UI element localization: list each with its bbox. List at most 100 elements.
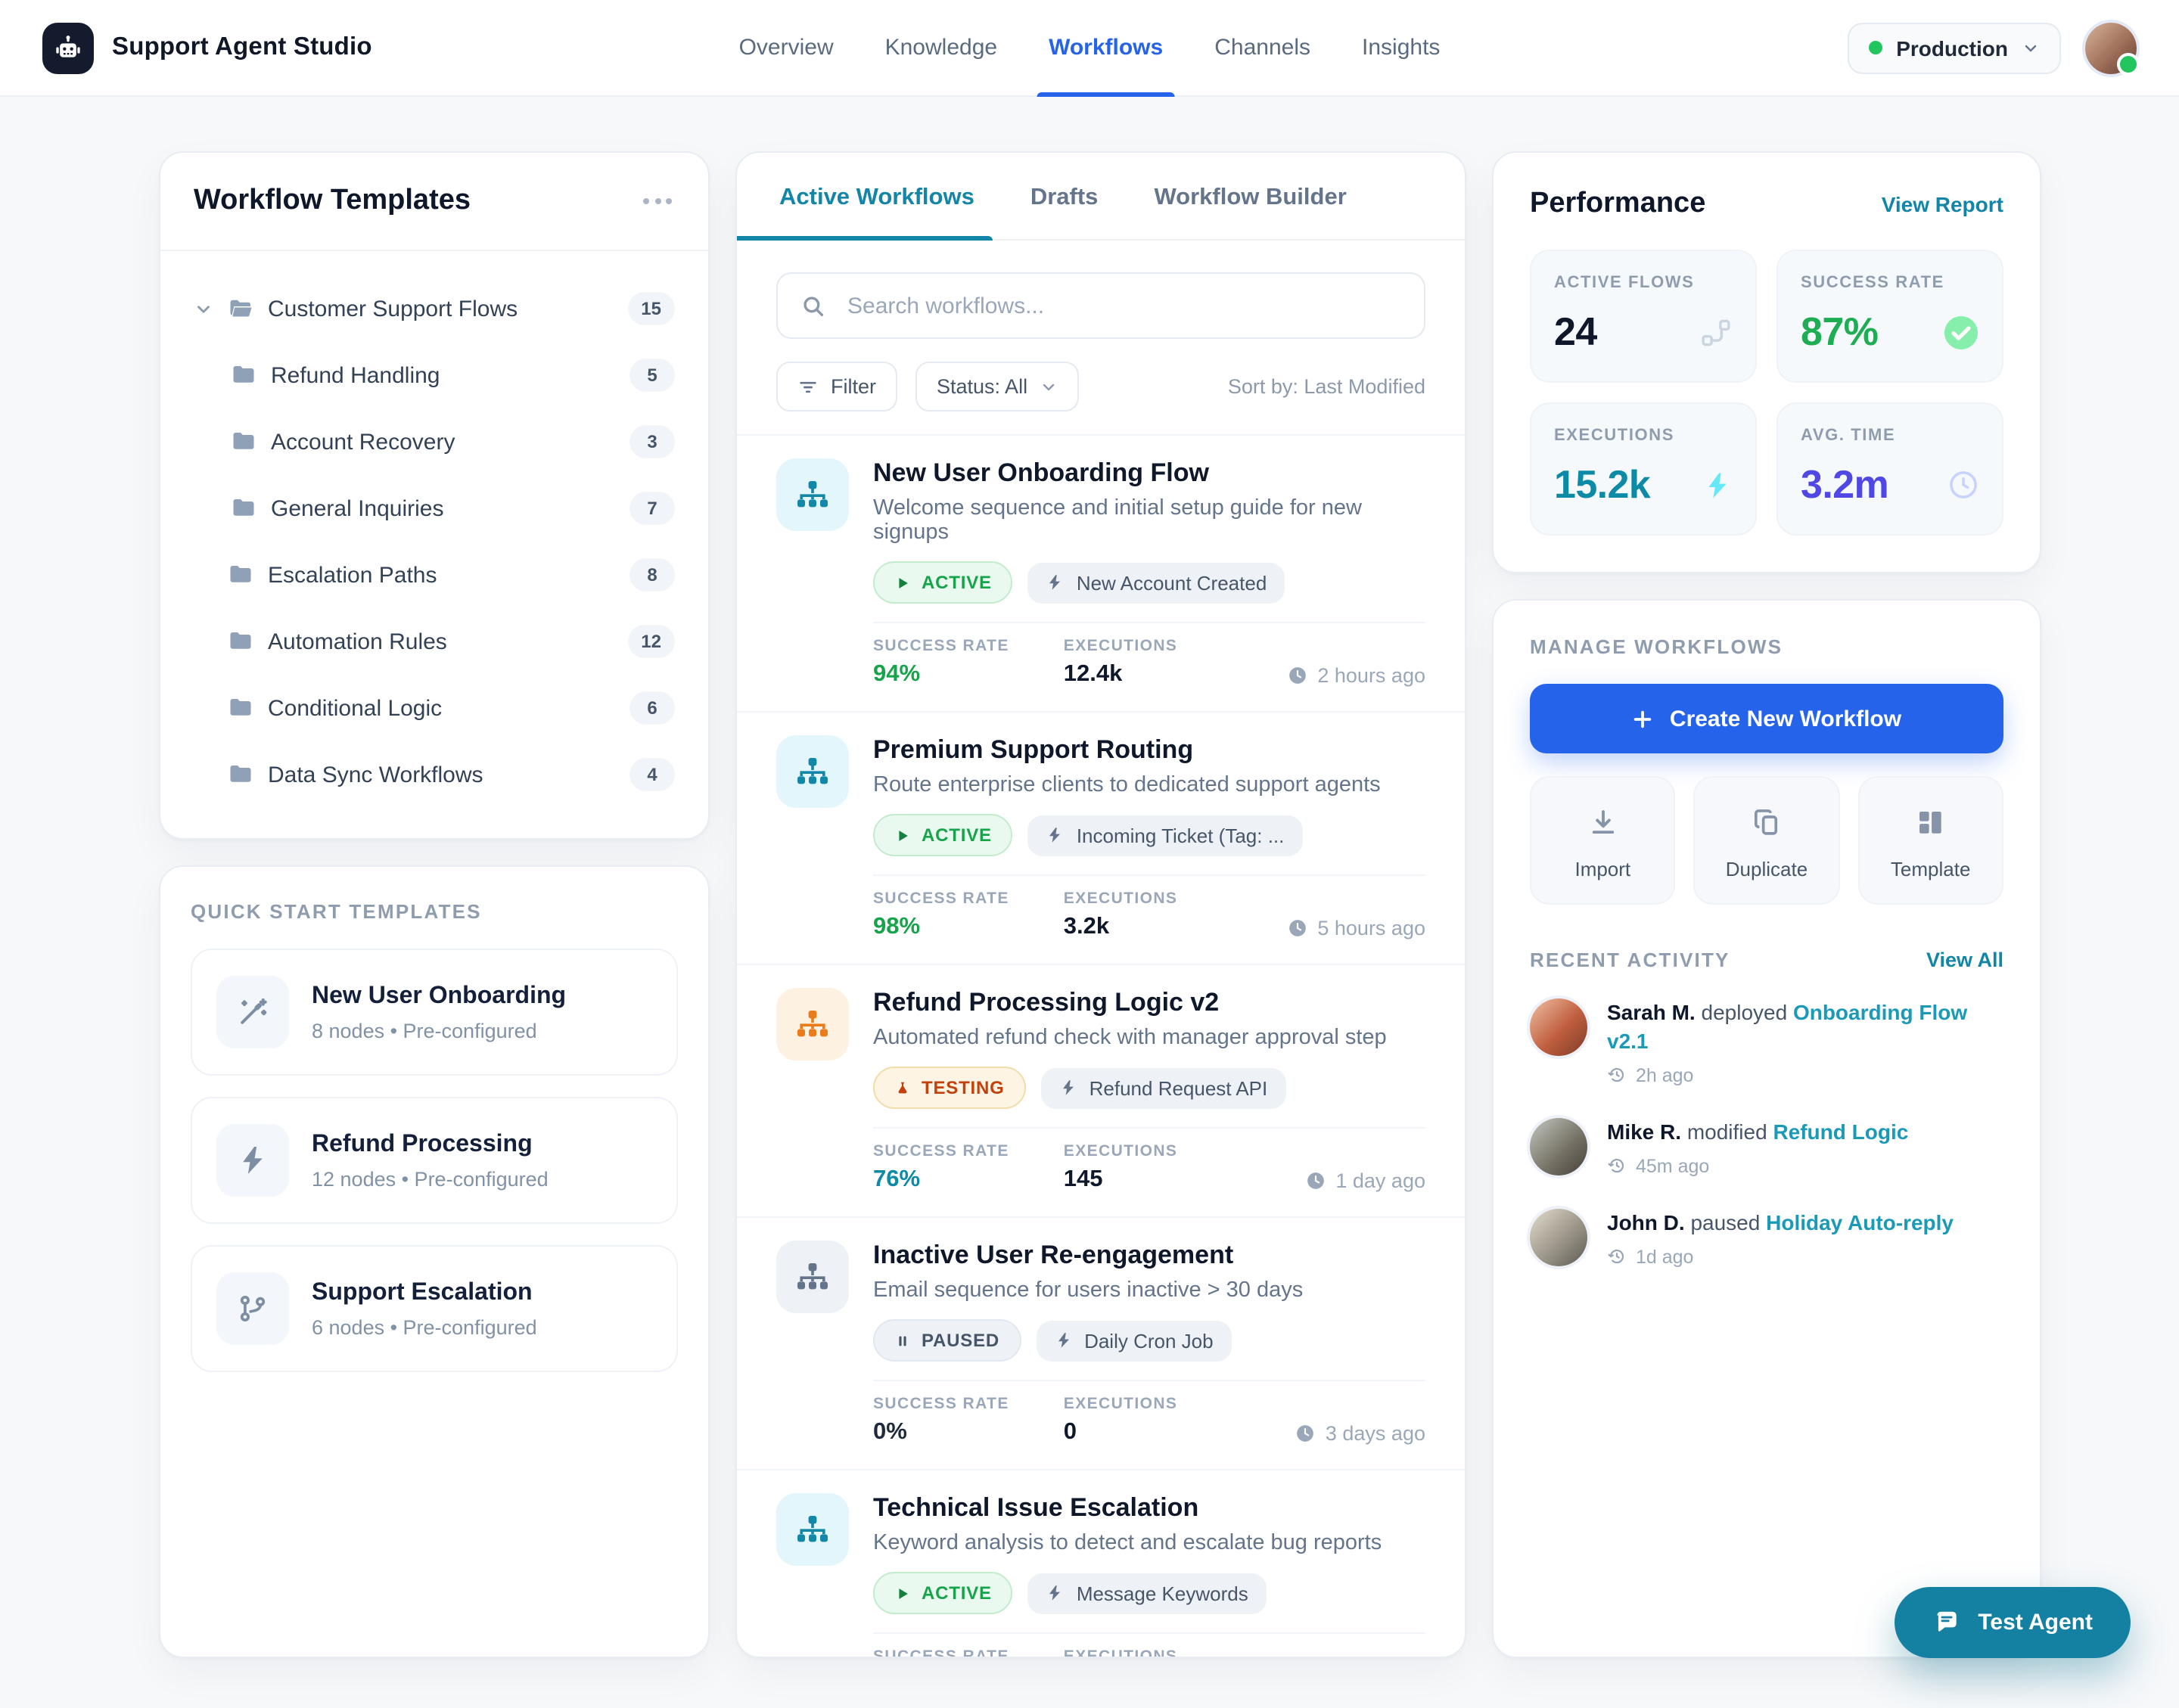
- nav-item-knowledge[interactable]: Knowledge: [884, 35, 998, 61]
- success-rate-label: SUCCESS RATE: [873, 890, 1009, 908]
- bolt-icon: [1708, 472, 1727, 498]
- environment-status-dot: [1869, 41, 1883, 54]
- quick-template-title: New User Onboarding: [312, 983, 567, 1008]
- more-menu-icon[interactable]: [640, 192, 675, 210]
- duplicate-button[interactable]: Duplicate: [1693, 776, 1840, 905]
- bolt-icon: [216, 1124, 289, 1197]
- chevron-down-icon: [2025, 44, 2037, 51]
- last-updated: 3 days ago: [1295, 1422, 1425, 1446]
- tree-item-customer-support-flows[interactable]: Customer Support Flows 15: [182, 275, 687, 342]
- trigger-badge: Refund Request API: [1040, 1067, 1286, 1108]
- quick-template-new-user-onboarding[interactable]: New User Onboarding 8 nodes • Pre-config…: [191, 949, 678, 1076]
- workflow-description: Automated refund check with manager appr…: [873, 1026, 1387, 1050]
- nav-item-overview[interactable]: Overview: [738, 35, 834, 61]
- stat-tile-avg-time: AVG. TIME 3.2m: [1776, 402, 2003, 536]
- environment-selector[interactable]: Production: [1848, 22, 2061, 73]
- tree-item-conditional-logic[interactable]: Conditional Logic 6: [182, 675, 687, 741]
- activity-target-link[interactable]: Onboarding Flow v2.1: [1607, 1000, 1968, 1053]
- workflows-tabs: Active Workflows Drafts Workflow Builder: [737, 153, 1465, 241]
- workflows-toolbar: Filter Status: All Sort by: Last Modifie…: [737, 241, 1465, 434]
- activity-item: Mike R. modified Refund Logic 45m ago: [1530, 1117, 2003, 1176]
- tree-item-label: Data Sync Workflows: [268, 762, 483, 787]
- tree-item-escalation-paths[interactable]: Escalation Paths 8: [182, 542, 687, 608]
- filter-label: Filter: [831, 375, 876, 398]
- tree-item-account-recovery[interactable]: Account Recovery 3: [218, 408, 687, 475]
- user-avatar[interactable]: [2085, 22, 2140, 75]
- quick-template-support-escalation[interactable]: Support Escalation 6 nodes • Pre-configu…: [191, 1245, 678, 1372]
- success-rate-label: SUCCESS RATE: [873, 1142, 1009, 1160]
- executions-value: 0: [1063, 1419, 1077, 1445]
- tree-item-label: Customer Support Flows: [268, 296, 518, 321]
- tree-item-automation-rules[interactable]: Automation Rules 12: [182, 608, 687, 675]
- tab-workflow-builder[interactable]: Workflow Builder: [1154, 185, 1347, 210]
- sort-by-control[interactable]: Sort by: Last Modified: [1227, 375, 1425, 398]
- tree-item-label: Refund Handling: [271, 362, 440, 388]
- workflow-row-refund-processing-logic-v2[interactable]: Refund Processing Logic v2 Automated ref…: [737, 964, 1465, 1216]
- nav-item-insights[interactable]: Insights: [1362, 35, 1441, 61]
- folder-icon: [227, 694, 254, 722]
- template-button[interactable]: Template: [1857, 776, 2003, 905]
- activity-target-link[interactable]: Refund Logic: [1773, 1119, 1909, 1144]
- search-input[interactable]: [844, 291, 1401, 320]
- success-rate-value: 76%: [873, 1166, 921, 1192]
- status-label: TESTING: [922, 1077, 1005, 1098]
- search-box: [776, 272, 1425, 339]
- main-content: Workflow Templates Customer Support Flow…: [0, 97, 2179, 1658]
- history-icon: [1608, 1250, 1624, 1264]
- quick-template-refund-processing[interactable]: Refund Processing 12 nodes • Pre-configu…: [191, 1097, 678, 1224]
- success-rate-label: SUCCESS RATE: [873, 1395, 1009, 1413]
- activity-user: Mike R.: [1607, 1119, 1682, 1144]
- play-icon: [894, 574, 911, 591]
- tree-item-label: General Inquiries: [271, 495, 444, 521]
- nav-item-channels[interactable]: Channels: [1214, 35, 1311, 61]
- activity-target-link[interactable]: Holiday Auto-reply: [1766, 1210, 1954, 1234]
- workflow-title: Refund Processing Logic v2: [873, 988, 1220, 1017]
- workflow-title: Inactive User Re-engagement: [873, 1241, 1234, 1269]
- view-report-link[interactable]: View Report: [1881, 192, 2003, 216]
- tree-item-refund-handling[interactable]: Refund Handling 5: [218, 342, 687, 408]
- stat-label: AVG. TIME: [1801, 427, 1896, 445]
- activity-user: Sarah M.: [1607, 1000, 1696, 1024]
- activity-action: paused: [1690, 1210, 1761, 1234]
- view-all-link[interactable]: View All: [1926, 949, 2003, 971]
- workflow-row-premium-support-routing[interactable]: Premium Support Routing Route enterprise…: [737, 711, 1465, 964]
- tree-item-label: Account Recovery: [271, 429, 455, 455]
- folder-icon: [227, 628, 254, 655]
- recent-activity-title: RECENT ACTIVITY: [1530, 949, 1730, 971]
- create-new-workflow-button[interactable]: Create New Workflow: [1530, 684, 2003, 753]
- success-rate-value: 98%: [873, 914, 921, 939]
- tab-active-workflows[interactable]: Active Workflows: [737, 153, 993, 241]
- quick-template-meta: 12 nodes • Pre-configured: [312, 1167, 549, 1190]
- test-agent-button[interactable]: Test Agent: [1895, 1587, 2131, 1658]
- tab-drafts[interactable]: Drafts: [1030, 185, 1099, 210]
- tree-item-label: Escalation Paths: [268, 562, 437, 588]
- trigger-label: New Account Created: [1076, 571, 1267, 594]
- workflow-row-inactive-user-re-engagement[interactable]: Inactive User Re-engagement Email sequen…: [737, 1216, 1465, 1469]
- import-button[interactable]: Import: [1530, 776, 1676, 905]
- status-badge: ACTIVE: [873, 561, 1013, 604]
- filter-button[interactable]: Filter: [776, 362, 897, 411]
- trigger-label: Incoming Ticket (Tag: ...: [1076, 824, 1285, 846]
- trigger-badge: Daily Cron Job: [1036, 1320, 1232, 1361]
- last-updated: 5 hours ago: [1287, 917, 1425, 941]
- search-icon: [804, 296, 824, 316]
- status-dropdown[interactable]: Status: All: [915, 362, 1080, 411]
- online-status-dot: [2117, 52, 2140, 75]
- workflow-row-technical-issue-escalation[interactable]: Technical Issue Escalation Keyword analy…: [737, 1469, 1465, 1657]
- count-badge: 6: [629, 691, 675, 725]
- tree-item-label: Automation Rules: [268, 629, 447, 654]
- robot-logo-icon: [42, 22, 94, 73]
- status-badge: ACTIVE: [873, 1572, 1013, 1614]
- workflow-row-new-user-onboarding-flow[interactable]: New User Onboarding Flow Welcome sequenc…: [737, 434, 1465, 711]
- quick-template-meta: 6 nodes • Pre-configured: [312, 1315, 537, 1338]
- trigger-badge: New Account Created: [1027, 562, 1285, 603]
- quick-start-title: QUICK START TEMPLATES: [191, 900, 482, 923]
- workflow-title: Technical Issue Escalation: [873, 1493, 1199, 1522]
- count-badge: 7: [629, 492, 675, 525]
- tree-item-data-sync-workflows[interactable]: Data Sync Workflows 4: [182, 741, 687, 808]
- nav-item-workflows[interactable]: Workflows: [1037, 0, 1175, 97]
- tree-item-general-inquiries[interactable]: General Inquiries 7: [218, 475, 687, 542]
- flask-icon: [894, 1079, 911, 1096]
- status-dropdown-label: Status: All: [937, 375, 1028, 398]
- trigger-label: Refund Request API: [1089, 1076, 1268, 1099]
